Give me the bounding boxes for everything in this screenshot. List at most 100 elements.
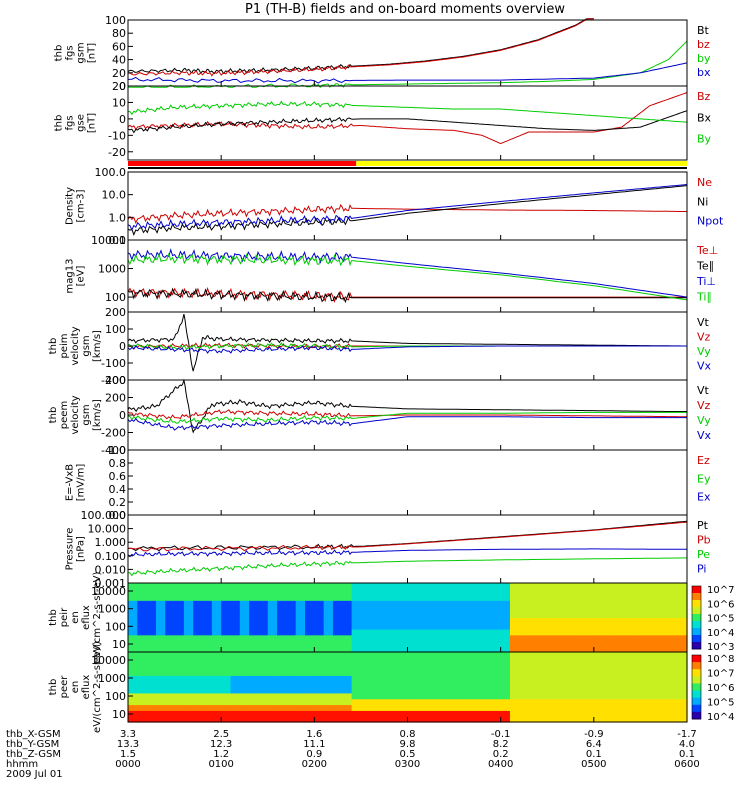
legend-entry: Pt (697, 519, 709, 532)
spectrogram-cell (174, 652, 185, 659)
y-axis-label: thb (54, 45, 65, 62)
spectrogram-cell (472, 611, 483, 619)
spectrogram-cell (603, 617, 614, 624)
y-tick-label: 1.0 (109, 211, 127, 224)
spectrogram-cell (165, 634, 176, 642)
spectrogram-cell (491, 657, 502, 665)
spectrogram-cell (305, 594, 315, 601)
colorbar-segment (692, 600, 701, 608)
spectrogram-cell (426, 675, 437, 682)
y-tick-label: 10000 (91, 654, 126, 667)
series-line-Pt (128, 520, 688, 552)
spectrogram-cell (612, 623, 623, 630)
spectrogram-cell (435, 606, 446, 613)
spectrogram-cell (146, 716, 157, 723)
spectrogram-cell (323, 716, 334, 723)
spectrogram-cell (202, 617, 213, 624)
spectrogram-cell (277, 698, 287, 706)
series-line-Te∥ (127, 287, 687, 304)
spectrogram-cell (677, 629, 688, 636)
spectrogram-cell (230, 588, 241, 596)
spectrogram-cell (454, 617, 464, 624)
spectrogram-cell (128, 583, 138, 590)
series-line-Vt (127, 378, 687, 434)
spectrogram-cell (416, 606, 427, 613)
spectrogram-cell (547, 692, 558, 700)
spectrogram-cell (351, 704, 362, 711)
spectrogram-cell (221, 652, 232, 659)
spectrogram-cell (649, 681, 660, 688)
spectrogram-cell (155, 629, 166, 636)
spectrogram-cell (407, 623, 418, 630)
spectrogram-cell (267, 594, 278, 601)
spectrogram-cell (472, 663, 483, 671)
spectrogram-cell (258, 617, 269, 624)
spectrogram-cell (482, 692, 492, 700)
spectrogram-cell (267, 687, 278, 694)
spectrogram-cell (342, 583, 353, 590)
spectrogram-cell (621, 594, 632, 601)
spectrogram-cell (565, 623, 576, 630)
spectrogram-cell (547, 623, 558, 630)
spectrogram-cell (593, 623, 604, 630)
spectrogram-cell (277, 623, 287, 630)
spectrogram-cell (435, 594, 446, 601)
spectrogram-cell (379, 606, 390, 613)
spectrogram-cell (221, 600, 232, 607)
spectrogram-cell (183, 710, 194, 717)
legend-entry: Ne (697, 176, 712, 189)
spectrogram-cell (407, 657, 418, 665)
spectrogram-cell (183, 606, 194, 613)
spectrogram-cell (640, 681, 651, 688)
spectrogram-cell (351, 646, 362, 653)
spectrogram-cell (155, 663, 166, 671)
spectrogram-cell (221, 669, 232, 676)
spectrogram-cell (360, 646, 371, 653)
spectrogram-cell (314, 594, 325, 601)
spectrogram-cell (407, 669, 418, 676)
spectrogram-cell (416, 600, 427, 607)
spectrogram-cell (519, 663, 530, 671)
spectrogram-cell (519, 617, 530, 624)
spectrogram-cell (659, 710, 669, 717)
spectrogram-cell (575, 634, 586, 642)
spectrogram-cell (547, 611, 558, 619)
spectrogram-cell (230, 710, 241, 717)
spectrogram-cell (426, 623, 437, 630)
spectrogram-cell (565, 675, 576, 682)
spectrogram-cell (472, 640, 483, 647)
spectrogram-cell (295, 681, 306, 688)
y-tick-label: 1.0 (109, 444, 127, 457)
spectrogram-cell (249, 646, 260, 653)
spectrogram-cell (398, 583, 409, 590)
spectrogram-cell (398, 629, 409, 636)
spectrogram-cell (463, 692, 474, 700)
y-tick-label: -100 (101, 357, 126, 370)
y-axis-label: gsm (76, 42, 87, 63)
spectrogram-cell (482, 583, 492, 590)
spectrogram-cell (575, 692, 586, 700)
spectrogram-cell (314, 623, 325, 630)
spectrogram-cell (621, 652, 632, 659)
spectrogram-cell (472, 681, 483, 688)
spectrogram-cell (640, 663, 651, 671)
spectrogram-cell (137, 623, 148, 630)
spectrogram-cell (295, 611, 306, 619)
spectrogram-cell (482, 663, 492, 671)
spectrogram-cell (603, 600, 614, 607)
y-tick-label: -20 (108, 146, 126, 159)
spectrogram-cell (128, 716, 138, 723)
spectrogram-cell (519, 594, 530, 601)
spectrogram-cell (230, 583, 241, 590)
spectrogram-cell (193, 687, 204, 694)
y-tick-label: 10000 (91, 585, 126, 598)
spectrogram-cell (258, 669, 269, 676)
spectrogram-cell (295, 692, 306, 700)
y-tick-label: 0.100 (95, 550, 127, 563)
spectrogram-cell (239, 692, 250, 700)
spectrogram-cell (295, 594, 306, 601)
spectrogram-cell (174, 710, 185, 717)
legend-entry: bz (697, 38, 710, 51)
spectrogram-cell (202, 594, 213, 601)
spectrogram-cell (221, 623, 232, 630)
